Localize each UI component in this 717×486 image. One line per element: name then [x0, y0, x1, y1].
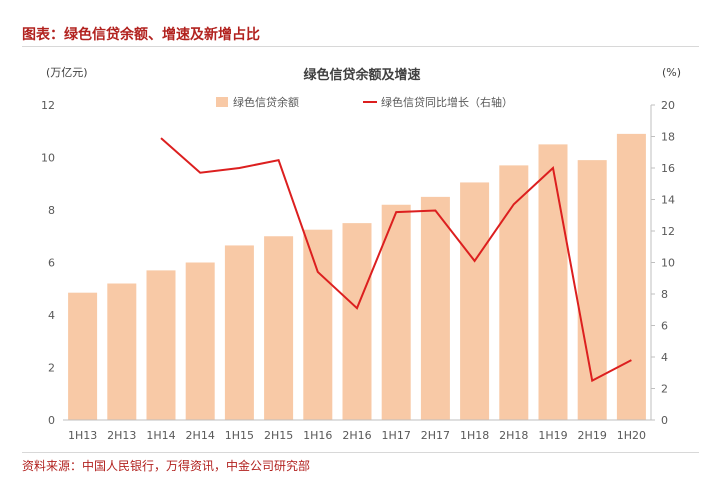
bar — [224, 245, 254, 420]
right-tick-label: 18 — [661, 131, 675, 144]
right-tick-label: 8 — [661, 288, 668, 301]
right-axis-unit: (%) — [662, 66, 681, 79]
source-note: 资料来源：中国人民银行，万得资讯，中金公司研究部 — [22, 459, 311, 473]
legend-line-label: 绿色信贷同比增长（右轴） — [381, 95, 513, 109]
x-tick-label: 1H16 — [303, 429, 332, 442]
left-tick-label: 10 — [41, 152, 55, 165]
bar — [342, 223, 372, 420]
x-tick-label: 1H15 — [225, 429, 254, 442]
x-tick-label: 1H20 — [617, 429, 646, 442]
right-tick-label: 20 — [661, 99, 675, 112]
growth-line — [160, 137, 632, 383]
x-tick-label: 1H19 — [538, 429, 567, 442]
left-tick-label: 2 — [48, 362, 55, 375]
bar — [146, 270, 176, 420]
left-axis-unit: (万亿元) — [46, 66, 88, 79]
left-tick-label: 0 — [48, 414, 55, 427]
bar — [185, 262, 215, 420]
bar — [420, 196, 450, 420]
top-divider — [22, 46, 699, 47]
x-tick-label: 2H16 — [342, 429, 371, 442]
left-tick-label: 6 — [48, 257, 55, 270]
legend: 绿色信贷余额 绿色信贷同比增长（右轴） — [216, 95, 513, 109]
x-tick-label: 2H13 — [107, 429, 136, 442]
right-tick-label: 2 — [661, 383, 668, 396]
left-tick-label: 4 — [48, 309, 55, 322]
x-tick-label: 1H17 — [382, 429, 411, 442]
legend-bar-label: 绿色信贷余额 — [233, 95, 299, 109]
left-tick-label: 12 — [41, 99, 55, 112]
bottom-divider — [22, 452, 699, 453]
x-tick-label: 1H18 — [460, 429, 489, 442]
figure-title: 图表：绿色信贷余额、增速及新增占比 — [22, 27, 260, 43]
right-tick-label: 4 — [661, 351, 668, 364]
right-tick-label: 14 — [661, 194, 675, 207]
x-tick-label: 1H13 — [68, 429, 97, 442]
bar — [264, 236, 294, 420]
x-tick-label: 2H14 — [186, 429, 215, 442]
right-tick-label: 12 — [661, 225, 675, 238]
bar — [460, 182, 490, 420]
right-tick-label: 16 — [661, 162, 675, 175]
x-tick-label: 2H17 — [421, 429, 450, 442]
bar — [616, 133, 646, 420]
x-tick-label: 2H19 — [578, 429, 607, 442]
x-tick-label: 2H15 — [264, 429, 293, 442]
left-tick-label: 8 — [48, 204, 55, 217]
bar — [538, 144, 568, 420]
right-tick-label: 0 — [661, 414, 668, 427]
bar — [381, 204, 411, 420]
bar — [303, 229, 333, 420]
bar — [107, 283, 137, 420]
bar — [499, 165, 529, 420]
bar — [68, 292, 98, 420]
right-tick-label: 10 — [661, 257, 675, 270]
chart-title: 绿色信贷余额及增速 — [303, 67, 420, 83]
legend-bar-swatch — [216, 97, 228, 107]
x-tick-label: 2H18 — [499, 429, 528, 442]
x-tick-label: 1H14 — [146, 429, 175, 442]
right-tick-label: 6 — [661, 320, 668, 333]
